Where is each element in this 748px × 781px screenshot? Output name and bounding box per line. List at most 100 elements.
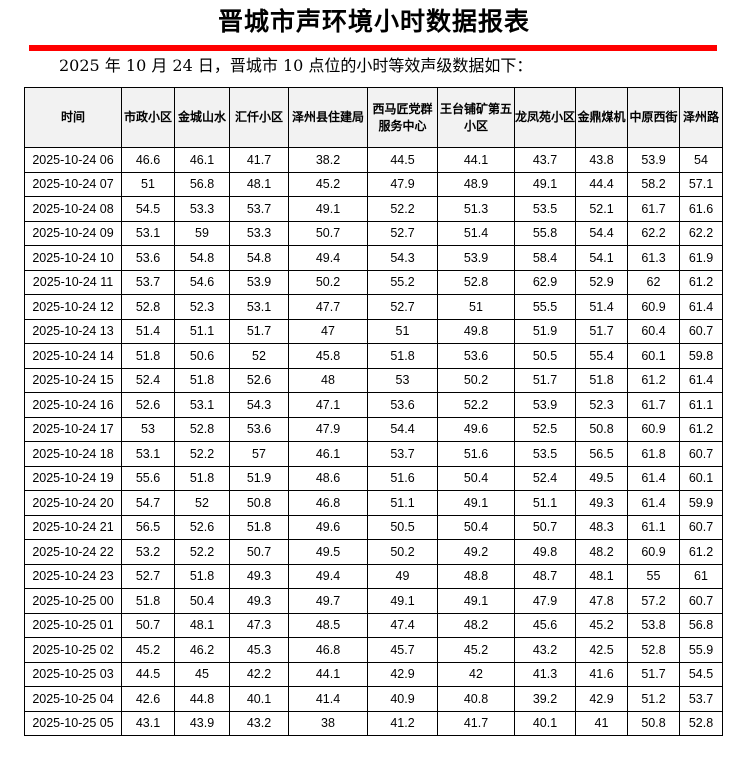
value-cell: 52.7	[121, 563, 175, 589]
value-cell: 60.7	[679, 588, 723, 614]
value-cell: 51.8	[174, 465, 230, 491]
value-cell: 50.8	[627, 710, 680, 736]
value-cell: 50.4	[437, 514, 515, 540]
value-cell: 47.9	[288, 416, 368, 442]
table-row: 2025-10-24 15 52.4 51.8 52.6 48 53 50.2 51.7 51.…	[24, 367, 723, 393]
value-cell: 51.4	[121, 318, 175, 344]
value-cell: 49.1	[514, 171, 576, 197]
value-cell: 48.3	[575, 514, 628, 540]
value-cell: 41.7	[437, 710, 515, 736]
value-cell: 46.8	[288, 490, 368, 516]
value-cell: 52.3	[575, 392, 628, 418]
time-cell: 2025-10-25 00	[24, 588, 122, 614]
value-cell: 46.6	[121, 147, 175, 173]
value-cell: 51.7	[575, 318, 628, 344]
value-cell: 52.2	[174, 539, 230, 565]
value-cell: 53.5	[514, 441, 576, 467]
value-cell: 56.5	[121, 514, 175, 540]
value-cell: 49.3	[229, 563, 289, 589]
value-cell: 51.8	[575, 367, 628, 393]
value-cell: 60.7	[679, 514, 723, 540]
time-cell: 2025-10-25 05	[24, 710, 122, 736]
value-cell: 59	[174, 220, 230, 246]
value-cell: 52.6	[229, 367, 289, 393]
value-cell: 52.8	[627, 637, 680, 663]
value-cell: 43.2	[514, 637, 576, 663]
value-cell: 51.6	[437, 441, 515, 467]
value-cell: 54	[679, 147, 723, 173]
time-cell: 2025-10-24 17	[24, 416, 122, 442]
value-cell: 60.1	[627, 343, 680, 369]
value-cell: 49.8	[514, 539, 576, 565]
value-cell: 52.4	[121, 367, 175, 393]
value-cell: 49.4	[288, 563, 368, 589]
value-cell: 61.2	[679, 539, 723, 565]
column-header: 中原西街	[627, 87, 680, 148]
value-cell: 44.1	[437, 147, 515, 173]
value-cell: 50.7	[121, 612, 175, 638]
table-row: 2025-10-24 23 52.7 51.8 49.3 49.4 49 48.8 48.7 4…	[24, 563, 723, 589]
value-cell: 38.2	[288, 147, 368, 173]
value-cell: 53.1	[174, 392, 230, 418]
value-cell: 47	[288, 318, 368, 344]
value-cell: 61.1	[679, 392, 723, 418]
value-cell: 52.7	[367, 294, 438, 320]
value-cell: 53	[367, 367, 438, 393]
value-cell: 46.2	[174, 637, 230, 663]
value-cell: 61.3	[627, 245, 680, 271]
value-cell: 52.2	[174, 441, 230, 467]
time-cell: 2025-10-24 21	[24, 514, 122, 540]
value-cell: 51.8	[174, 367, 230, 393]
value-cell: 51.7	[627, 661, 680, 687]
value-cell: 55.2	[367, 269, 438, 295]
value-cell: 48.6	[288, 465, 368, 491]
value-cell: 54.4	[367, 416, 438, 442]
value-cell: 45.7	[367, 637, 438, 663]
value-cell: 52.6	[174, 514, 230, 540]
value-cell: 47.8	[575, 588, 628, 614]
value-cell: 52.5	[514, 416, 576, 442]
time-cell: 2025-10-24 13	[24, 318, 122, 344]
value-cell: 54.7	[121, 490, 175, 516]
value-cell: 44.8	[174, 686, 230, 712]
time-cell: 2025-10-24 19	[24, 465, 122, 491]
value-cell: 42.5	[575, 637, 628, 663]
value-cell: 49	[367, 563, 438, 589]
value-cell: 51.3	[437, 196, 515, 222]
value-cell: 48.9	[437, 171, 515, 197]
value-cell: 57.1	[679, 171, 723, 197]
value-cell: 61.2	[627, 367, 680, 393]
value-cell: 50.4	[174, 588, 230, 614]
value-cell: 48.8	[437, 563, 515, 589]
value-cell: 48.1	[174, 612, 230, 638]
table-row: 2025-10-25 01 50.7 48.1 47.3 48.5 47.4 48.2 45.…	[24, 612, 723, 638]
value-cell: 61.4	[627, 490, 680, 516]
value-cell: 52.8	[121, 294, 175, 320]
value-cell: 52.3	[174, 294, 230, 320]
value-cell: 53.7	[679, 686, 723, 712]
value-cell: 49.1	[367, 588, 438, 614]
value-cell: 40.1	[514, 710, 576, 736]
value-cell: 60.9	[627, 539, 680, 565]
value-cell: 51.1	[174, 318, 230, 344]
value-cell: 53.3	[229, 220, 289, 246]
value-cell: 47.1	[288, 392, 368, 418]
value-cell: 52.6	[121, 392, 175, 418]
value-cell: 53.6	[121, 245, 175, 271]
value-cell: 61.4	[679, 294, 723, 320]
value-cell: 49.4	[288, 245, 368, 271]
value-cell: 51.8	[121, 343, 175, 369]
value-cell: 51.2	[627, 686, 680, 712]
value-cell: 38	[288, 710, 368, 736]
value-cell: 43.1	[121, 710, 175, 736]
value-cell: 45.3	[229, 637, 289, 663]
value-cell: 42.9	[575, 686, 628, 712]
value-cell: 54.8	[229, 245, 289, 271]
time-cell: 2025-10-25 03	[24, 661, 122, 687]
value-cell: 56.5	[575, 441, 628, 467]
value-cell: 51.7	[229, 318, 289, 344]
table-row: 2025-10-24 10 53.6 54.8 54.8 49.4 54.3 53.9 58.…	[24, 245, 723, 271]
value-cell: 53.6	[229, 416, 289, 442]
value-cell: 41.4	[288, 686, 368, 712]
value-cell: 54.6	[174, 269, 230, 295]
